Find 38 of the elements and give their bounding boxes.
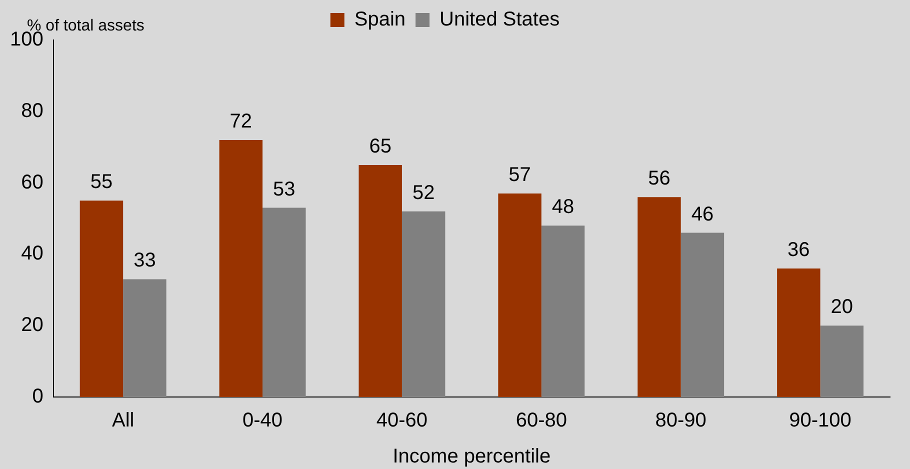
bar — [541, 226, 585, 397]
data-label: 57 — [508, 164, 531, 186]
x-tick-label: 90-100 — [789, 410, 852, 432]
x-tick-label: All — [112, 410, 134, 432]
data-label: 46 — [691, 203, 714, 226]
data-label: 56 — [648, 168, 670, 190]
legend-label: Spain — [354, 8, 406, 31]
x-tick-label: 40-60 — [376, 410, 428, 432]
y-tick-label: 20 — [21, 314, 44, 336]
x-tick-label: 0-40 — [242, 410, 283, 432]
y-tick-label: 60 — [21, 171, 44, 194]
bar — [358, 164, 402, 397]
bar — [219, 140, 263, 397]
legend-label: United States — [440, 8, 560, 31]
data-label: 53 — [273, 178, 296, 200]
x-tick-label: 80-90 — [655, 410, 706, 432]
x-axis-title: Income percentile — [392, 446, 551, 468]
bar — [123, 279, 166, 397]
data-label: 55 — [90, 171, 113, 194]
y-tick-label: 0 — [32, 386, 44, 408]
x-tick-label: 60-80 — [516, 410, 567, 432]
bar — [638, 197, 681, 397]
bar — [680, 232, 724, 397]
bar — [498, 194, 542, 397]
y-tick-label: 40 — [21, 242, 44, 265]
data-label: 52 — [412, 182, 435, 204]
bar — [820, 326, 864, 397]
bar — [262, 208, 306, 397]
data-label: 36 — [788, 238, 810, 261]
bar — [402, 211, 446, 397]
y-tick-label: 80 — [21, 100, 44, 122]
data-label: 48 — [552, 196, 574, 218]
bar — [777, 268, 820, 397]
data-label: 20 — [830, 296, 854, 318]
data-label: 65 — [369, 135, 392, 158]
data-label: 72 — [230, 110, 252, 132]
bar — [80, 200, 124, 397]
data-label: 33 — [134, 250, 156, 272]
